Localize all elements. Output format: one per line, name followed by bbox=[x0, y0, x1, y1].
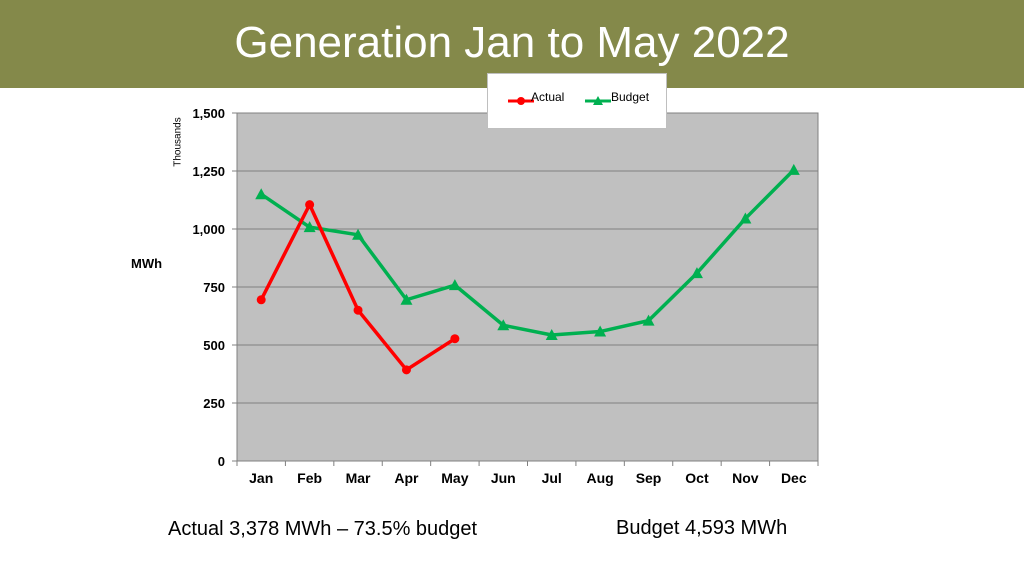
data-point-budget bbox=[255, 188, 268, 200]
x-tick-label: Dec bbox=[781, 470, 807, 486]
y-tick-label: 1,000 bbox=[192, 222, 225, 237]
data-point-actual bbox=[353, 305, 363, 315]
series-line-budget bbox=[259, 168, 796, 337]
y-axis-label: MWh bbox=[131, 256, 163, 271]
data-point-budget bbox=[352, 228, 365, 240]
data-point-budget bbox=[690, 267, 703, 279]
data-point-budget bbox=[545, 329, 558, 341]
data-point-budget bbox=[739, 212, 752, 224]
x-tick-label: Oct bbox=[685, 470, 709, 486]
x-tick-label: Jul bbox=[542, 470, 562, 486]
data-point-budget bbox=[400, 293, 413, 305]
data-point-budget bbox=[448, 279, 461, 291]
x-tick-label: Jun bbox=[491, 470, 516, 486]
x-tick-label: Sep bbox=[636, 470, 662, 486]
y-tick-label: 500 bbox=[203, 338, 225, 353]
data-point-actual bbox=[401, 365, 411, 375]
y-tick-label: 1,250 bbox=[192, 164, 225, 179]
chart-legend: Actual Budget bbox=[487, 73, 667, 129]
page-title: Generation Jan to May 2022 bbox=[234, 18, 790, 67]
y-tick-label: 1,500 bbox=[192, 106, 225, 121]
x-tick-label: Mar bbox=[346, 470, 371, 486]
legend-swatch-budget bbox=[585, 96, 611, 105]
y-tick-label: 750 bbox=[203, 280, 225, 295]
data-point-actual bbox=[450, 334, 460, 344]
legend-label-actual: Actual bbox=[531, 90, 565, 104]
data-point-budget bbox=[594, 325, 607, 337]
x-tick-label: Aug bbox=[587, 470, 614, 486]
data-point-budget bbox=[642, 314, 655, 326]
legend-label-budget: Budget bbox=[611, 90, 650, 104]
budget-summary: Budget 4,593 MWh bbox=[616, 517, 788, 539]
actual-summary: Actual 3,378 MWh – 73.5% budget bbox=[168, 518, 478, 540]
data-point-actual bbox=[305, 200, 315, 210]
legend-swatch-actual bbox=[508, 97, 534, 105]
x-tick-label: Feb bbox=[297, 470, 322, 486]
x-tick-label: Jan bbox=[249, 470, 273, 486]
data-point-budget bbox=[787, 163, 800, 175]
x-tick-label: May bbox=[441, 470, 468, 486]
data-point-actual bbox=[256, 295, 266, 305]
y-tick-label: 0 bbox=[218, 454, 225, 469]
y-tick-label: 250 bbox=[203, 396, 225, 411]
x-tick-label: Apr bbox=[394, 470, 419, 486]
data-point-budget bbox=[303, 221, 316, 233]
data-point-budget bbox=[497, 319, 510, 331]
y-axis-unit-label: Thousands bbox=[172, 117, 184, 167]
x-tick-label: Nov bbox=[732, 470, 759, 486]
